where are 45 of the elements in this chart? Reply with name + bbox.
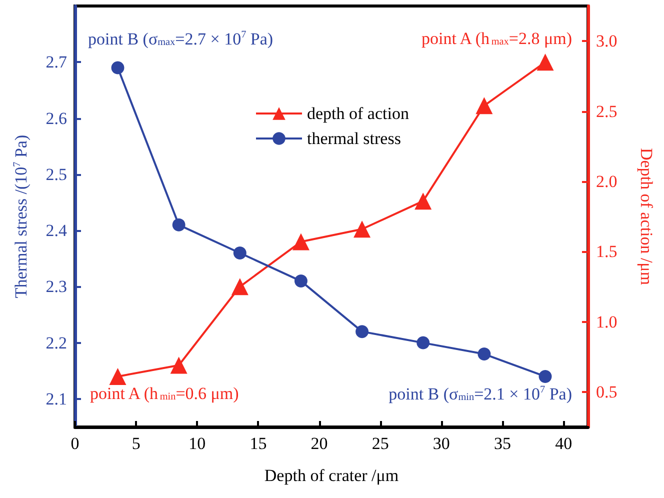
x-tick-label: 40 [555,434,572,453]
y2-tick-label: 0.5 [596,382,618,402]
point [354,220,371,238]
y2-tick-label: 1.5 [596,242,618,262]
x-axis-title: Depth of crater /μm [264,466,399,485]
legend-label: depth of action [307,104,410,123]
x-tick-label: 5 [132,434,140,453]
y-axis-title: Thermal stress /(107 Pa) [12,134,31,298]
x-tick-label: 25 [372,434,389,453]
legend-label: thermal stress [307,129,401,148]
annotation: point A (hmax=2.8 μm) [421,29,572,48]
y-tick-label: 2.6 [46,108,67,128]
x-tick-label: 20 [310,434,328,453]
y-tick-label: 2.3 [46,277,67,296]
y2-tick-label: 2.0 [596,172,618,191]
point [172,218,186,232]
point [356,325,369,338]
x-tick-label: 35 [494,434,511,453]
point [231,278,248,296]
y-tick-label: 2.4 [46,221,68,240]
y2-tick-label: 1.0 [596,312,618,332]
point [476,97,493,114]
point [170,356,188,374]
point [292,233,310,250]
x-tick-label: 30 [432,434,450,453]
y-tick-label: 2.1 [46,389,67,408]
point [478,348,491,361]
y-tick-label: 2.5 [46,164,67,184]
point [414,192,432,210]
point [416,336,430,350]
y-tick-label: 2.7 [46,52,68,72]
point [538,370,552,383]
x-tick-label: 10 [188,434,206,453]
point [294,274,308,288]
y2-axis-title: Depth of action /μm [637,148,656,286]
y-tick-label: 2.2 [46,333,67,352]
annotation: point A (hmin=0.6 μm) [90,384,239,403]
point [109,368,126,385]
point [536,54,554,71]
y2-tick-label: 2.5 [596,102,618,121]
point [111,61,124,74]
x-tick-label: 15 [250,434,267,453]
point [233,246,246,260]
y2-tick-label: 3.0 [596,32,618,51]
x-tick-label: 0 [70,434,80,453]
